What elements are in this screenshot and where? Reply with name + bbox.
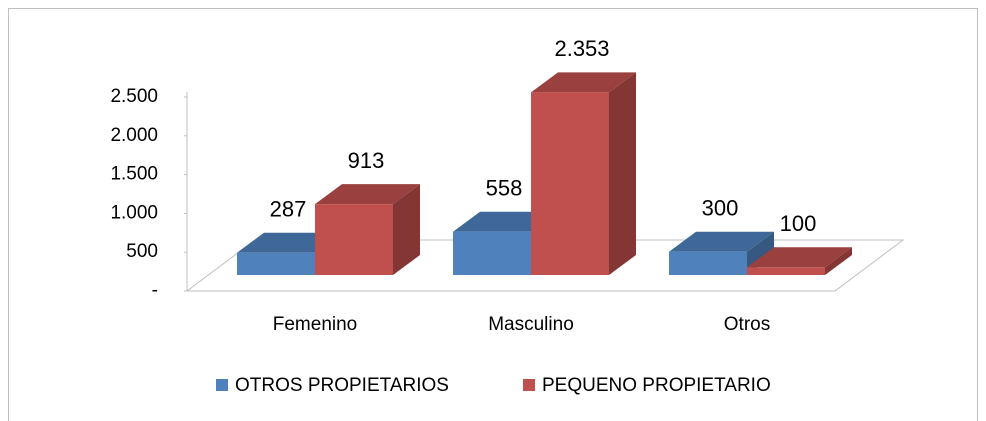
y-tick-label: 500 <box>126 241 158 262</box>
bar-front <box>747 267 825 275</box>
bar-side <box>393 184 420 275</box>
bar-side <box>609 72 636 276</box>
y-tick-label: 2.500 <box>110 86 158 107</box>
bar-top <box>315 184 420 205</box>
floor <box>185 239 905 292</box>
y-tick-label: 1.000 <box>110 202 158 223</box>
bar-front <box>315 204 393 275</box>
data-label: 300 <box>702 196 739 221</box>
bar-front <box>669 251 747 275</box>
legend-swatch <box>523 379 535 391</box>
bar-top <box>531 72 636 93</box>
bar <box>747 247 852 275</box>
y-tick-label: 2.000 <box>110 125 158 146</box>
chart-frame <box>8 8 978 421</box>
bar-side <box>825 247 852 275</box>
bar-front <box>237 252 315 275</box>
bar-top <box>747 247 852 268</box>
data-label: 558 <box>486 176 523 201</box>
bar <box>315 184 420 275</box>
legend-label: OTROS PROPIETARIOS <box>235 375 449 396</box>
x-tick-label: Masculino <box>488 314 574 335</box>
bar-top <box>669 231 774 252</box>
x-tick-label: Femenino <box>273 314 358 335</box>
data-label: 287 <box>270 197 307 222</box>
bar-front <box>531 92 609 276</box>
legend-swatch <box>216 379 228 391</box>
y-tick-label: - <box>152 280 158 301</box>
y-tick-label: 1.500 <box>110 164 158 185</box>
legend-label: PEQUENO PROPIETARIO <box>542 375 771 396</box>
data-label: 2.353 <box>554 36 609 61</box>
data-label: 100 <box>780 211 817 236</box>
bar <box>531 72 636 276</box>
x-tick-label: Otros <box>724 314 770 335</box>
data-label: 913 <box>348 148 385 173</box>
bar-front <box>453 231 531 275</box>
